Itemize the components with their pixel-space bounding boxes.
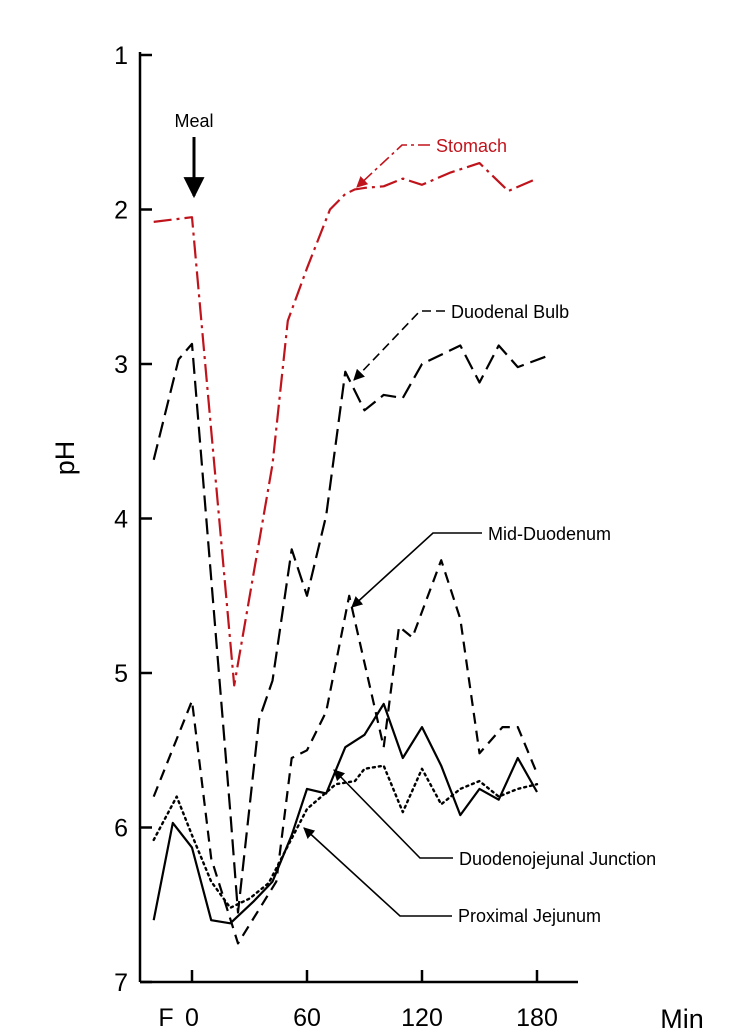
annotation-leader (303, 827, 452, 917)
series-line-duodenojejunal-junction (152, 702, 538, 925)
y-tick-label: 6 (114, 815, 128, 843)
y-ticks: 1 2 3 4 5 6 7 (114, 42, 152, 997)
series-layer (152, 162, 547, 945)
annotation-leader (351, 532, 482, 608)
series-line-stomach (153, 162, 538, 687)
annotation-leader (353, 310, 445, 381)
annotation-leader (333, 769, 453, 859)
y-axis-title: pH (50, 441, 80, 476)
x-tick-label: 60 (293, 1004, 321, 1032)
x-tick-label: 180 (516, 1004, 558, 1032)
series-annotation: Duodenojejunal Junction (333, 769, 656, 869)
annotation-label: Duodenal Bulb (451, 302, 569, 322)
series-annotation: Stomach (356, 136, 507, 188)
meal-label: Meal (174, 111, 213, 131)
annotation-label: Mid-Duodenum (488, 524, 611, 544)
x-tick-label: 0 (185, 1004, 199, 1032)
annotation-label: Proximal Jejunum (458, 906, 601, 926)
meal-marker: Meal (174, 111, 214, 199)
y-tick-label: 2 (114, 197, 128, 225)
series-line-proximal-jejunum (152, 764, 539, 909)
x-tick-label: 120 (401, 1004, 443, 1032)
annotation-layer: Stomach Duodenal Bulb Mid-Duodenum Duodenoj… (303, 136, 656, 926)
series-annotation: Duodenal Bulb (353, 302, 569, 381)
x-axis-title: Min (660, 1004, 704, 1034)
axes: 1 2 3 4 5 6 7 F 0 60 120 180 pH Min (50, 42, 704, 1034)
y-tick-label: 7 (114, 969, 128, 997)
annotation-label: Stomach (436, 136, 507, 156)
x-ticks: F 0 60 120 180 (158, 970, 558, 1032)
series-line-duodenal-bulb (152, 342, 547, 914)
series-annotation: Mid-Duodenum (351, 524, 611, 608)
annotation-label: Duodenojejunal Junction (459, 849, 656, 869)
y-tick-label: 3 (114, 351, 128, 379)
x-tick-label: F (158, 1004, 173, 1032)
annotation-leader (356, 144, 430, 188)
y-tick-label: 1 (114, 42, 128, 70)
y-tick-label: 5 (114, 660, 128, 688)
y-tick-label: 4 (114, 506, 128, 534)
series-line-mid-duodenum (152, 559, 539, 945)
series-annotation: Proximal Jejunum (303, 827, 601, 926)
